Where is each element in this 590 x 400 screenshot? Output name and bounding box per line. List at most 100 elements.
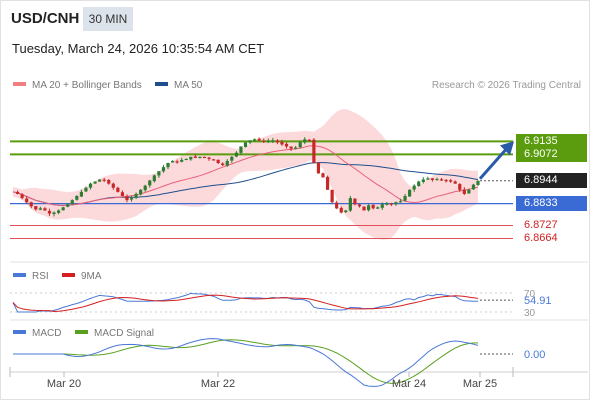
candle-body [225,160,229,166]
candle-body [471,184,476,190]
candle-body [79,191,83,197]
candle-body [262,140,266,142]
candle-body [426,178,430,180]
candle-body [312,139,316,163]
candle-body [47,210,52,214]
candle-body [211,159,216,161]
rsi-ma-swatch [62,273,75,278]
candle-body [15,191,20,194]
level-badge-last_price: 6.8944 [516,173,587,189]
candle-body [284,143,289,147]
candle-body [298,142,302,148]
candle-body [139,189,143,195]
candle-body [435,179,439,181]
candle-body [198,156,202,159]
candle-body [376,207,380,209]
candle-body [430,178,435,180]
candle-body [134,193,138,198]
rsi-tick-70: 70 [524,289,536,300]
candle-body [266,140,270,142]
candle-body [70,200,74,205]
ma20-swatch [13,82,26,87]
level-badge-support: 6.8664 [524,231,558,244]
candle-body [34,206,38,210]
candle-body [294,147,298,149]
candle-body [202,156,207,159]
macd-signal-legend-label: MACD Signal [94,328,155,339]
candle-body [52,212,56,215]
macd-last-value: 0.00 [524,349,545,361]
rsi-ma-legend-label: 9MA [81,271,102,282]
level-badge-resistance: 6.9135 [516,133,587,149]
legend-ma50: MA 50 [155,80,202,91]
candle-body [148,180,152,186]
candle-body [389,203,393,205]
candle-body [234,152,238,157]
candle-body [221,163,225,166]
legend-rsi-ma: 9MA [62,271,102,282]
candle-body [362,206,366,211]
candle-body [321,173,325,178]
candle-body [453,181,457,184]
macd-signal-swatch [75,330,88,335]
candle-body [275,140,280,143]
candle-body [61,207,65,211]
candle-body [316,162,321,174]
candle-body [335,202,339,209]
candle-body [280,142,284,145]
legend-ma20: MA 20 + Bollinger Bands [13,80,142,91]
candle-body [344,210,348,213]
candle-body [111,183,115,188]
candle-body [394,202,398,205]
candle-body [161,167,166,172]
candle-body [98,179,102,182]
candle-body [303,139,307,143]
candle-body [325,176,330,190]
candle-body [38,208,42,210]
ma20-legend-label: MA 20 + Bollinger Bands [32,80,142,91]
credit-text: Research © 2026 Trading Central [431,80,581,91]
candle-body [467,189,471,194]
candle-body [180,159,184,162]
candle-body [449,180,453,182]
candle-body [193,156,197,158]
macd-line [13,338,479,387]
candle-body [385,203,389,205]
candle-body [84,187,88,192]
macd-legend-label: MACD [32,328,62,339]
macd-signal-line [13,339,479,384]
legend-macd-signal: MACD Signal [75,328,154,339]
x-tick-label: Mar 24 [392,378,426,390]
candle-body [439,179,444,181]
rsi-swatch [13,273,26,278]
ma50-legend-label: MA 50 [174,80,203,91]
candle-body [398,201,403,203]
candle-body [248,140,252,143]
candle-body [257,138,261,141]
candle-body [403,196,407,201]
candle-body [253,139,257,141]
candle-body [25,198,29,203]
candle-body [458,184,462,190]
x-tick-label: Mar 22 [201,378,235,390]
candle-body [239,146,243,153]
x-tick-label: Mar 25 [463,378,497,390]
candle-body [75,196,79,200]
candle-body [408,189,412,197]
rsi-line [12,292,478,313]
candle-body [348,198,352,211]
rsi-ma-line [12,294,479,313]
candle-body [216,159,220,163]
ma50-swatch [155,82,168,87]
candle-body [353,198,357,205]
candle-body [271,140,275,142]
timeframe-badge[interactable]: 30 MIN [83,7,133,31]
candle-body [129,198,134,200]
candle-body [20,194,24,199]
rsi-tick-30: 30 [524,308,536,319]
candle-body [339,207,343,213]
candle-body [357,204,362,207]
candle-body [371,204,375,209]
candle-body [189,156,193,160]
